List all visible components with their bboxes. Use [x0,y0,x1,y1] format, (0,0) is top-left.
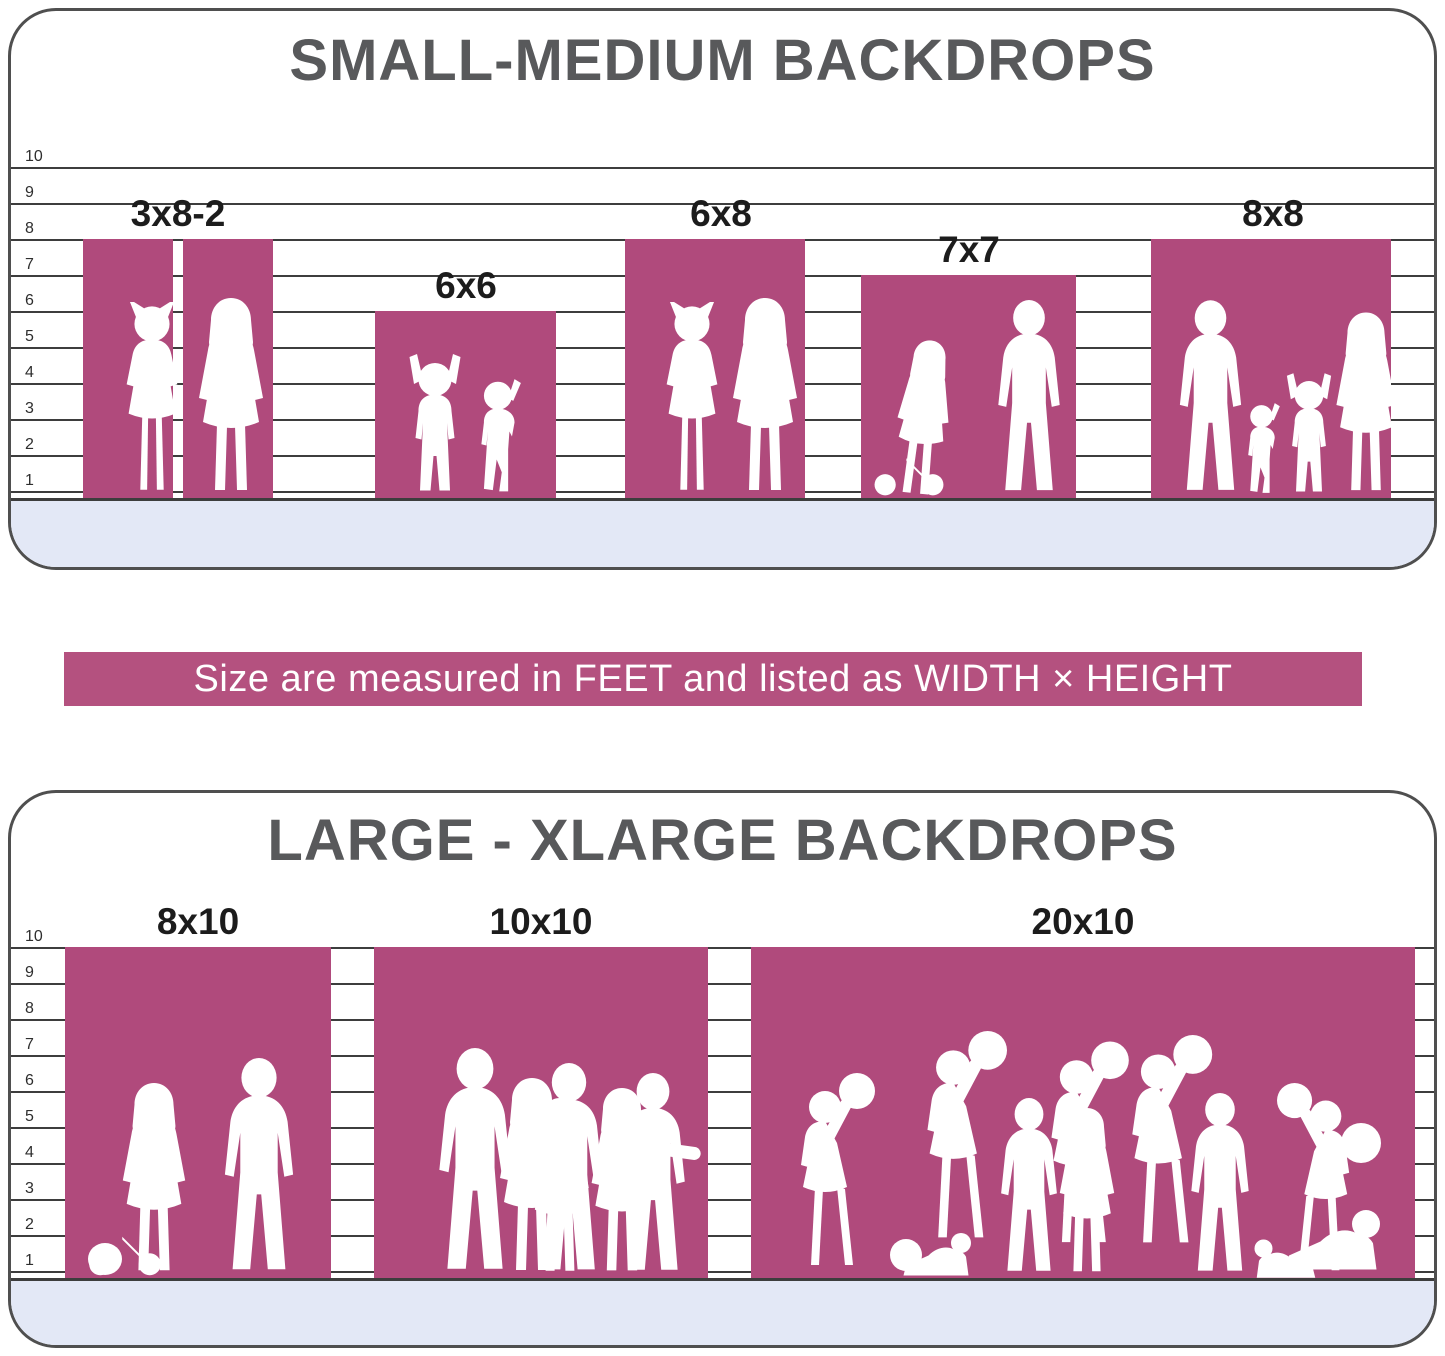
size-label-20x10: 20x10 [1031,901,1135,942]
gridline-7ft: 7 [11,1036,1434,1057]
size-label-8x10: 8x10 [156,901,240,942]
silhouette-woman-bike-man-icon [874,300,1060,496]
large-xlarge-title: LARGE - XLARGE BACKDROPS [267,808,1178,873]
axis-tick: 4 [25,364,34,381]
floor-strip [11,1278,1434,1345]
axis-tick: 6 [25,292,34,309]
gridline-9ft: 9 [11,964,1434,985]
axis-tick: 1 [25,472,34,489]
axis-tick: 9 [25,184,34,201]
axis-tick: 5 [25,328,34,345]
size-label-7x7: 7x7 [938,229,1000,270]
size-note-text: Size are measured in FEET and listed as … [193,657,1233,700]
axis-tick: 10 [25,148,43,165]
axis-tick: 2 [25,1216,34,1233]
axis-tick: 3 [25,400,34,417]
axis-tick: 6 [25,1072,34,1089]
size-label-6x6: 6x6 [435,265,497,306]
silhouette-two-girls-icon [126,298,263,490]
gridline-8ft: 8 [11,1000,1434,1021]
small-medium-title: SMALL-MEDIUM BACKDROPS [289,28,1156,93]
small-medium-chart: 10 9 8 7 6 5 4 3 2 1 3x8-2 6x6 6x8 7x7 8… [11,11,1434,567]
axis-tick: 9 [25,964,34,981]
axis-tick: 2 [25,436,34,453]
gridline-2ft: 2 [11,1216,1434,1237]
axis-tick: 10 [25,928,43,945]
size-note-banner: Size are measured in FEET and listed as … [64,652,1362,706]
gridline-5ft: 5 [11,1108,1434,1129]
axis-tick: 7 [25,256,34,273]
size-label-6x8: 6x8 [690,193,752,234]
silhouette-woman-scooter-man-icon [88,1058,294,1276]
silhouette-family-of-four-icon [1179,300,1391,493]
axis-tick: 3 [25,1180,34,1197]
size-label-3x8-2: 3x8-2 [130,193,226,234]
floor-strip [11,498,1434,567]
axis-tick: 7 [25,1036,34,1053]
gridline-9ft: 9 [11,184,1434,205]
gridline-10ft: 10 [11,928,1434,949]
size-label-8x8: 8x8 [1242,193,1304,234]
size-label-10x10: 10x10 [489,901,593,942]
backdrop-6x6 [375,311,556,498]
silhouette-cheerleading-squad-icon [801,1031,1381,1278]
axis-tick: 8 [25,1000,34,1017]
axis-tick: 1 [25,1252,34,1269]
axis-tick: 5 [25,1108,34,1125]
gridline-3ft: 3 [11,1180,1434,1201]
silhouette-two-girls-icon [666,298,797,490]
axis-tick: 8 [25,220,34,237]
gridline-6ft: 6 [11,1072,1434,1093]
large-xlarge-panel: LARGE - XLARGE BACKDROPS 10 9 8 7 6 5 4 … [8,790,1437,1348]
axis-tick: 4 [25,1144,34,1161]
gridline-4ft: 4 [11,1144,1434,1165]
gridline-10ft: 10 [11,148,1434,169]
large-xlarge-chart: 10 9 8 7 6 5 4 3 2 1 8x10 10x10 20x10 [11,793,1434,1345]
silhouette-group-of-adults-icon [439,1048,701,1271]
gridline-1ft: 1 [11,1252,1434,1273]
small-medium-panel: SMALL-MEDIUM BACKDROPS 10 9 8 7 6 5 4 3 … [8,8,1437,570]
silhouette-two-toddlers-icon [409,354,521,492]
backdrop-8x10 [65,947,331,1278]
